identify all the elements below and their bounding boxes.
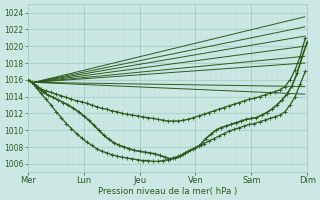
X-axis label: Pression niveau de la mer( hPa ): Pression niveau de la mer( hPa ) (98, 187, 237, 196)
